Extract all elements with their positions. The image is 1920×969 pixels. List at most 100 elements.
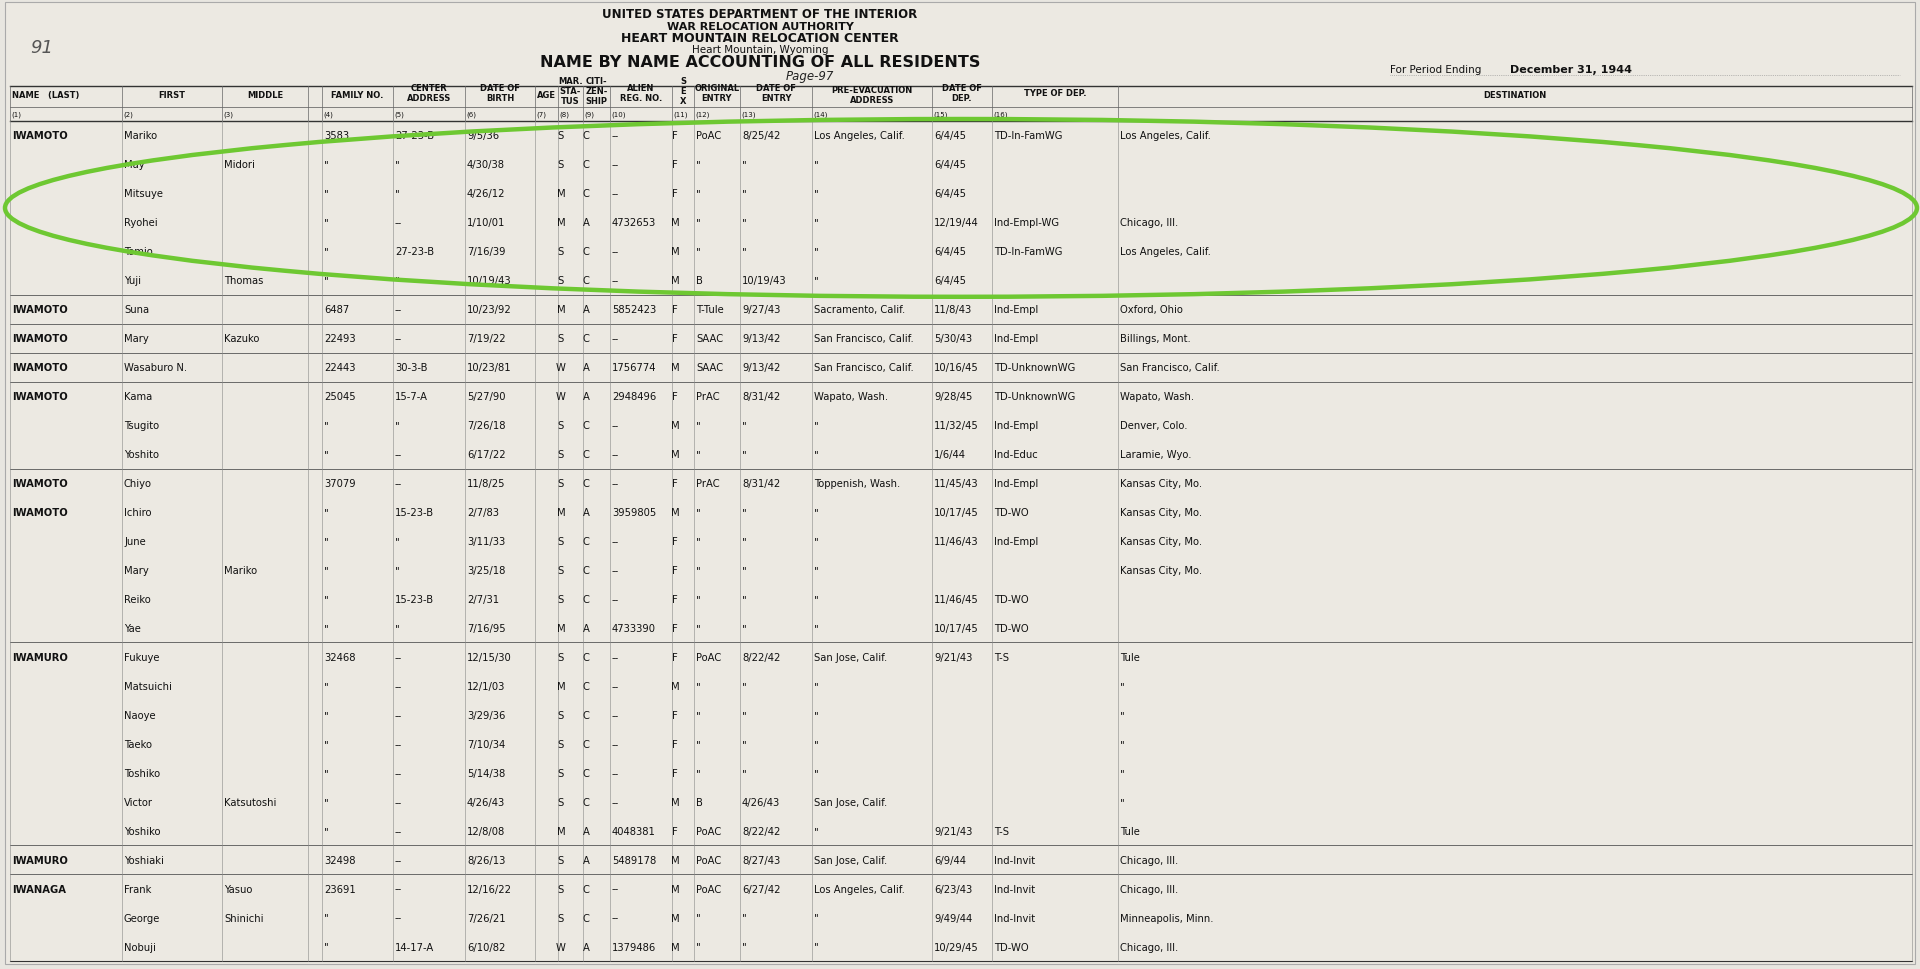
Text: A: A <box>582 508 589 517</box>
Text: 6/4/45: 6/4/45 <box>933 132 966 141</box>
Text: Midori: Midori <box>225 160 255 171</box>
Text: S: S <box>559 132 564 141</box>
Text: M: M <box>670 362 680 373</box>
Text: 4/26/43: 4/26/43 <box>467 797 505 807</box>
Text: 11/46/43: 11/46/43 <box>933 537 979 547</box>
Text: 10/17/45: 10/17/45 <box>933 623 979 634</box>
Text: S: S <box>559 884 564 893</box>
Text: --: -- <box>396 884 403 893</box>
Text: ": " <box>324 913 328 922</box>
Text: 2/7/31: 2/7/31 <box>467 594 499 605</box>
Text: --: -- <box>612 189 620 200</box>
Text: S: S <box>559 913 564 922</box>
Text: 9/27/43: 9/27/43 <box>741 305 780 315</box>
Text: Kama: Kama <box>125 391 152 402</box>
Text: ": " <box>324 450 328 459</box>
Text: ": " <box>324 623 328 634</box>
Text: 5/27/90: 5/27/90 <box>467 391 505 402</box>
Text: 10/29/45: 10/29/45 <box>933 942 979 952</box>
Text: ": " <box>814 826 818 836</box>
Text: ": " <box>396 537 399 547</box>
Text: George: George <box>125 913 161 922</box>
Text: 9/49/44: 9/49/44 <box>933 913 972 922</box>
Text: ": " <box>814 767 818 778</box>
Text: C: C <box>582 160 589 171</box>
Text: --: -- <box>612 652 620 662</box>
Text: A: A <box>582 362 589 373</box>
Text: ": " <box>324 594 328 605</box>
Text: Ind-Educ: Ind-Educ <box>995 450 1037 459</box>
Text: --: -- <box>396 767 403 778</box>
Text: CITI-
ZEN-
SHIP: CITI- ZEN- SHIP <box>586 77 609 107</box>
Text: 6/4/45: 6/4/45 <box>933 247 966 257</box>
Text: Tsugito: Tsugito <box>125 421 159 430</box>
Text: M: M <box>670 942 680 952</box>
Text: 6/9/44: 6/9/44 <box>933 855 966 864</box>
Text: --: -- <box>612 739 620 749</box>
Text: C: C <box>582 884 589 893</box>
Text: ORIGINAL
ENTRY: ORIGINAL ENTRY <box>695 83 739 103</box>
Text: ": " <box>741 247 747 257</box>
Text: Ichiro: Ichiro <box>125 508 152 517</box>
Text: S
E
X: S E X <box>680 77 685 107</box>
Text: C: C <box>582 710 589 720</box>
Text: 10/23/81: 10/23/81 <box>467 362 511 373</box>
Text: ": " <box>324 942 328 952</box>
Text: ": " <box>396 565 399 576</box>
Text: M: M <box>670 681 680 691</box>
Text: ": " <box>695 739 701 749</box>
Text: M: M <box>670 884 680 893</box>
Text: Chiyo: Chiyo <box>125 479 152 488</box>
Text: ": " <box>324 276 328 286</box>
Text: Los Angeles, Calif.: Los Angeles, Calif. <box>814 132 904 141</box>
Text: 11/8/43: 11/8/43 <box>933 305 972 315</box>
Text: NAME BY NAME ACCOUNTING OF ALL RESIDENTS: NAME BY NAME ACCOUNTING OF ALL RESIDENTS <box>540 55 981 70</box>
Text: Kansas City, Mo.: Kansas City, Mo. <box>1119 479 1202 488</box>
Text: (9): (9) <box>584 111 593 118</box>
Text: C: C <box>582 334 589 344</box>
Text: ": " <box>741 594 747 605</box>
Text: 8/22/42: 8/22/42 <box>741 826 780 836</box>
Text: W: W <box>557 391 566 402</box>
Text: San Jose, Calif.: San Jose, Calif. <box>814 797 887 807</box>
Text: C: C <box>582 913 589 922</box>
Text: ": " <box>814 421 818 430</box>
Text: S: S <box>559 247 564 257</box>
Text: 7/19/22: 7/19/22 <box>467 334 505 344</box>
Text: --: -- <box>612 132 620 141</box>
Text: ": " <box>1119 767 1125 778</box>
Text: ": " <box>741 537 747 547</box>
Text: Yoshiko: Yoshiko <box>125 826 161 836</box>
Text: IWAMOTO: IWAMOTO <box>12 362 67 373</box>
Text: 22443: 22443 <box>324 362 355 373</box>
Text: 12/19/44: 12/19/44 <box>933 218 979 228</box>
Text: 12/1/03: 12/1/03 <box>467 681 505 691</box>
Text: PRE-EVACUATION
ADDRESS: PRE-EVACUATION ADDRESS <box>831 85 912 105</box>
Text: 15-7-A: 15-7-A <box>396 391 428 402</box>
Text: 25045: 25045 <box>324 391 355 402</box>
Text: C: C <box>582 479 589 488</box>
Text: (4): (4) <box>323 111 332 118</box>
Text: ": " <box>396 623 399 634</box>
Text: DATE OF
DEP.: DATE OF DEP. <box>943 83 981 103</box>
Text: 11/8/25: 11/8/25 <box>467 479 505 488</box>
Text: UNITED STATES DEPARTMENT OF THE INTERIOR: UNITED STATES DEPARTMENT OF THE INTERIOR <box>603 8 918 21</box>
Text: 2948496: 2948496 <box>612 391 657 402</box>
Text: F: F <box>672 391 678 402</box>
Text: Los Angeles, Calif.: Los Angeles, Calif. <box>814 884 904 893</box>
Text: C: C <box>582 132 589 141</box>
Text: Chicago, Ill.: Chicago, Ill. <box>1119 884 1179 893</box>
Text: 6487: 6487 <box>324 305 349 315</box>
Text: CENTER
ADDRESS: CENTER ADDRESS <box>407 83 451 103</box>
Text: ": " <box>324 767 328 778</box>
Text: ": " <box>1119 710 1125 720</box>
Text: Ind-Invit: Ind-Invit <box>995 913 1035 922</box>
Text: ": " <box>695 247 701 257</box>
Text: F: F <box>672 132 678 141</box>
Text: 5/30/43: 5/30/43 <box>933 334 972 344</box>
Text: TD-WO: TD-WO <box>995 594 1029 605</box>
Text: --: -- <box>612 710 620 720</box>
Text: A: A <box>582 391 589 402</box>
Text: 9/13/42: 9/13/42 <box>741 362 780 373</box>
Text: PrAC: PrAC <box>695 479 720 488</box>
